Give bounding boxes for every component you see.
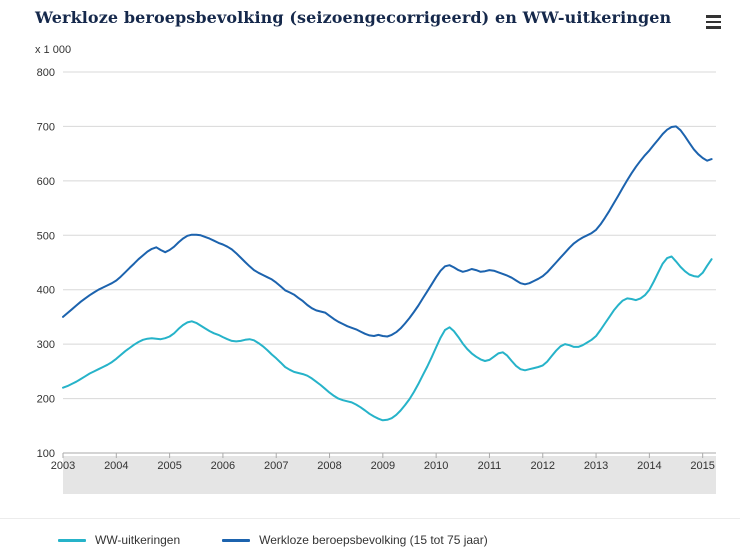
x-axis-tick-label: 2009 [371, 460, 395, 472]
legend-item-ww-uitkeringen[interactable]: WW-uitkeringen [58, 533, 180, 547]
chart-title: Werkloze beroepsbevolking (seizoengecorr… [35, 8, 672, 27]
chart-legend: WW-uitkeringen Werkloze beroepsbevolking… [0, 518, 740, 547]
x-axis-tick-label: 2008 [317, 460, 341, 472]
hamburger-menu-icon[interactable] [702, 10, 728, 34]
menu-bar [706, 20, 721, 24]
y-axis-unit-label: x 1 000 [35, 44, 72, 56]
series-line-werkloze-beroepsbevolking-15-tot-75-jaar- [62, 125, 713, 338]
x-axis-tick-label: 2004 [104, 460, 128, 472]
x-axis-tick-label: 2012 [531, 460, 555, 472]
y-axis-tick-label: 300 [37, 339, 55, 351]
legend-label: Werkloze beroepsbevolking (15 tot 75 jaa… [259, 533, 488, 547]
menu-bar [706, 15, 721, 18]
x-axis-band [63, 456, 716, 494]
x-axis-tick-label: 2007 [264, 460, 288, 472]
x-axis-tick-label: 2005 [157, 460, 181, 472]
legend-line-marker [58, 538, 86, 542]
x-axis-tick-label: 2013 [584, 460, 608, 472]
y-axis-tick-label: 600 [37, 176, 55, 188]
x-axis-tick-label: 2015 [690, 460, 714, 472]
y-axis-tick-label: 500 [37, 230, 55, 242]
series-line-ww-uitkeringen [62, 255, 713, 422]
y-axis-tick-label: 700 [37, 121, 55, 133]
x-axis-tick-label: 2003 [51, 460, 75, 472]
menu-bar [706, 26, 721, 29]
legend-label: WW-uitkeringen [95, 533, 181, 547]
y-axis-tick-label: 200 [37, 394, 55, 406]
legend-line-marker [222, 538, 251, 542]
y-axis-tick-label: 100 [37, 448, 55, 460]
x-axis-tick-label: 2014 [637, 460, 661, 472]
x-axis-tick-label: 2006 [211, 460, 235, 472]
y-axis-tick-label: 400 [37, 285, 55, 297]
legend-item-werkloze-beroepsbevolking[interactable]: Werkloze beroepsbevolking (15 tot 75 jaa… [222, 533, 488, 547]
y-axis-tick-label: 800 [37, 67, 55, 79]
x-axis-tick-label: 2011 [478, 460, 502, 472]
x-axis-tick-label: 2010 [424, 460, 448, 472]
